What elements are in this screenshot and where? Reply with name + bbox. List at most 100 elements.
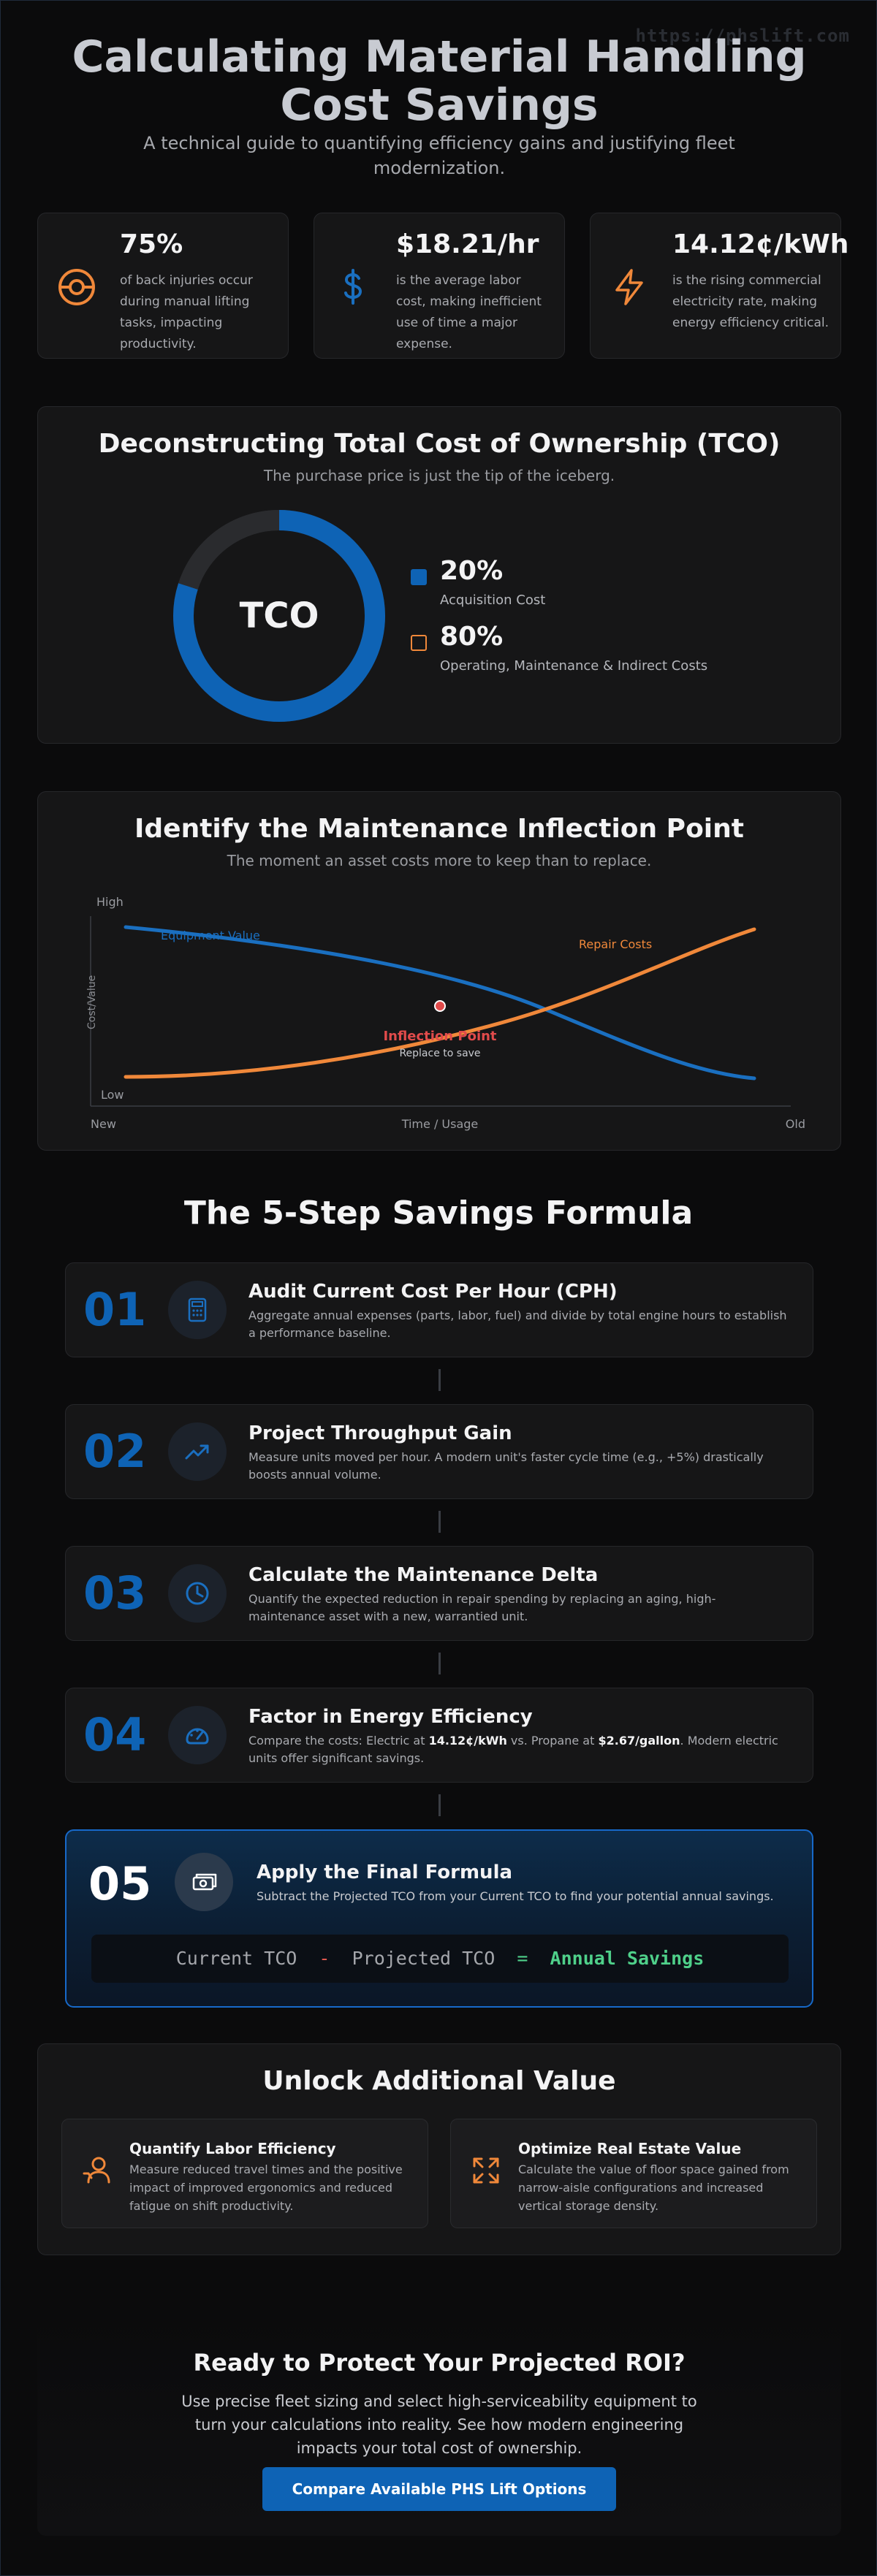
watermark: https://phslift.com <box>635 26 850 46</box>
y-axis-title: Cost/Value <box>86 975 98 1029</box>
legend-swatch-acquisition <box>411 569 427 585</box>
step-number: 05 <box>88 1857 152 1910</box>
inflection-point-marker <box>434 1000 446 1012</box>
legend-value: 20% <box>440 556 504 586</box>
legend-value: 80% <box>440 622 504 652</box>
stat-value: $18.21/hr <box>396 229 539 259</box>
inflection-point-label: Inflection Point <box>383 1029 496 1044</box>
repair-costs-label: Repair Costs <box>579 937 652 951</box>
value-card-title: Quantify Labor Efficiency <box>129 2140 336 2157</box>
formula-minus: - <box>319 1948 330 1969</box>
step-title: Project Throughput Gain <box>248 1422 512 1444</box>
stat-card-labor: $18.21/hr is the average labor cost, mak… <box>314 213 565 359</box>
unlock-title: Unlock Additional Value <box>262 2066 616 2096</box>
lifebuoy-icon <box>58 269 95 305</box>
step-number: 03 <box>83 1566 147 1620</box>
page-subtitle: A technical guide to quantifying efficie… <box>143 133 735 178</box>
stat-card-injuries: 75% of back injuries occur during manual… <box>37 213 289 359</box>
worker-icon <box>83 2157 110 2184</box>
step-description: Subtract the Projected TCO from your Cur… <box>257 1889 774 1903</box>
stat-value: 14.12¢/kWh <box>672 229 849 259</box>
stat-description: is the average labor cost, making ineffi… <box>396 273 542 351</box>
tco-donut-chart: TCO <box>173 510 385 722</box>
step-title: Apply the Final Formula <box>257 1861 513 1883</box>
step-title: Audit Current Cost Per Hour (CPH) <box>248 1281 618 1303</box>
desc-text: vs. Propane at <box>506 1734 599 1748</box>
step-03: 03 Calculate the Maintenance Delta Quant… <box>65 1546 813 1641</box>
step-title: Calculate the Maintenance Delta <box>248 1564 599 1586</box>
calculator-icon <box>188 1297 207 1322</box>
cta-section: Ready to Protect Your Projected ROI? Use… <box>37 2317 841 2536</box>
step-description: Measure units moved per hour. A modern u… <box>248 1450 764 1482</box>
repair-cost-line <box>124 927 756 1079</box>
step-icon-circle <box>168 1422 227 1481</box>
step-icon-circle <box>175 1853 233 1911</box>
stat-value: 75% <box>120 229 183 259</box>
lightning-icon <box>615 269 643 305</box>
trend-up-icon <box>185 1444 209 1460</box>
step-icon-circle <box>168 1706 227 1764</box>
step-number: 04 <box>83 1708 147 1761</box>
inflection-subtitle: The moment an asset costs more to keep t… <box>227 852 652 869</box>
y-axis-high-label: High <box>96 895 124 909</box>
step-description: Compare the costs: Electric at 14.12¢/kW… <box>248 1732 789 1767</box>
step-02: 02 Project Throughput Gain Measure units… <box>65 1404 813 1499</box>
cash-icon <box>192 1873 217 1891</box>
electric-rate: 14.12¢/kWh <box>428 1734 507 1748</box>
propane-rate: $2.67/gallon <box>598 1734 680 1748</box>
donut-slice-acquisition <box>178 510 280 590</box>
step-connector <box>438 1653 441 1674</box>
step-connector <box>438 1511 441 1533</box>
inflection-section: Identify the Maintenance Inflection Poin… <box>37 791 841 1151</box>
tco-section: Deconstructing Total Cost of Ownership (… <box>37 406 841 744</box>
formula-term-projected: Projected TCO <box>352 1948 496 1969</box>
legend-label: Operating, Maintenance & Indirect Costs <box>440 658 708 674</box>
value-card-description: Calculate the value of floor space gaine… <box>518 2162 789 2213</box>
stat-description: is the rising commercial electricity rat… <box>672 273 829 330</box>
unlock-section: Unlock Additional Value Quantify Labor E… <box>37 2043 841 2255</box>
formula-equals: = <box>517 1948 528 1969</box>
formula-section-title: The 5-Step Savings Formula <box>183 1194 694 1232</box>
x-axis-left-label: New <box>91 1117 116 1131</box>
step-description: Aggregate annual expenses (parts, labor,… <box>248 1308 787 1340</box>
step-description: Quantify the expected reduction in repai… <box>248 1592 716 1623</box>
step-connector <box>438 1369 441 1391</box>
legend-label: Acquisition Cost <box>440 592 546 608</box>
step-connector <box>438 1794 441 1816</box>
dollar-icon <box>344 269 362 305</box>
stat-card-energy: 14.12¢/kWh is the rising commercial elec… <box>590 213 848 359</box>
step-04: 04 Factor in Energy Efficiency Compare t… <box>65 1688 813 1783</box>
step-number: 02 <box>83 1425 147 1478</box>
donut-slice-operating <box>173 510 385 722</box>
tco-title: Deconstructing Total Cost of Ownership (… <box>98 429 781 459</box>
expand-arrows-icon <box>473 2157 499 2184</box>
cta-title: Ready to Protect Your Projected ROI? <box>193 2349 686 2377</box>
step-title: Factor in Energy Efficiency <box>248 1706 533 1728</box>
clock-icon <box>186 1582 209 1605</box>
value-card-labor: Quantify Labor Efficiency Measure reduce… <box>61 2119 428 2228</box>
legend-swatch-operating <box>411 635 427 651</box>
savings-formula: Current TCO - Projected TCO = Annual Sav… <box>91 1935 789 1983</box>
inflection-title: Identify the Maintenance Inflection Poin… <box>134 814 744 844</box>
step-icon-circle <box>168 1564 227 1623</box>
stat-description: of back injuries occur during manual lif… <box>120 273 253 351</box>
x-axis-title: Time / Usage <box>401 1117 479 1131</box>
tco-subtitle: The purchase price is just the tip of th… <box>263 467 615 484</box>
inflection-chart: High Low Cost/Value New Time / Usage Old… <box>86 895 805 1131</box>
compare-options-button[interactable]: Compare Available PHS Lift Options <box>262 2467 616 2511</box>
page-title: Calculating Material Handling Cost Savin… <box>72 31 807 131</box>
value-card-real-estate: Optimize Real Estate Value Calculate the… <box>450 2119 817 2228</box>
step-01: 01 Audit Current Cost Per Hour (CPH) Agg… <box>65 1262 813 1357</box>
desc-text: . Modern electric units offer significan… <box>248 1734 778 1765</box>
step-05: 05 Apply the Final Formula Subtract the … <box>65 1829 813 2008</box>
donut-center-label: TCO <box>240 595 319 636</box>
y-axis-low-label: Low <box>101 1088 124 1102</box>
x-axis-right-label: Old <box>786 1117 805 1131</box>
cta-description: Use precise fleet sizing and select high… <box>181 2393 697 2457</box>
formula-term-current: Current TCO <box>175 1948 297 1969</box>
step-icon-circle <box>168 1281 227 1339</box>
value-card-description: Measure reduced travel times and the pos… <box>129 2162 403 2213</box>
value-card-title: Optimize Real Estate Value <box>518 2140 742 2157</box>
step-number: 01 <box>83 1283 147 1336</box>
